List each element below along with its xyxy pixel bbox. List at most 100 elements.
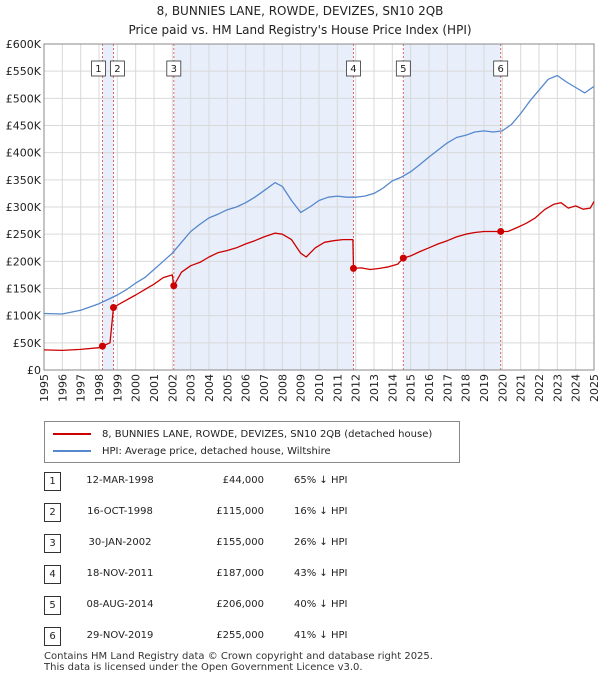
sale-point bbox=[497, 227, 505, 235]
x-tick-label: 2001 bbox=[148, 374, 161, 402]
sales-row: 2 16-OCT-1998 £115,000 16% ↓ HPI bbox=[44, 503, 444, 522]
x-tick-label: 2002 bbox=[166, 374, 179, 402]
price-chart: £0 £50K £100K £150K £200K £250K £300K £350K £400… bbox=[6, 38, 600, 402]
legend-swatch-property bbox=[53, 433, 91, 435]
chart-legend: 8, BUNNIES LANE, ROWDE, DEVIZES, SN10 2Q… bbox=[44, 421, 460, 463]
x-tick-label: 2000 bbox=[130, 374, 143, 402]
x-tick-label: 1999 bbox=[111, 374, 124, 402]
sale-label-number: 3 bbox=[171, 64, 177, 75]
x-tick-label: 2019 bbox=[478, 374, 491, 402]
chart-title-line-2: Price paid vs. HM Land Registry's House … bbox=[128, 23, 472, 37]
y-tick-label: £150K bbox=[6, 283, 42, 296]
sale-label-number: 5 bbox=[400, 64, 406, 75]
sale-label-number: 2 bbox=[114, 64, 120, 75]
legend-item-hpi: HPI: Average price, detached house, Wilt… bbox=[53, 443, 331, 459]
y-tick-label: £550K bbox=[6, 65, 42, 78]
sale-date: 29-NOV-2019 bbox=[86, 630, 154, 641]
x-tick-label: 2017 bbox=[441, 374, 454, 402]
x-tick-label: 2003 bbox=[185, 374, 198, 402]
sale-point bbox=[170, 282, 178, 290]
x-tick-label: 2014 bbox=[386, 374, 399, 402]
sale-date: 18-NOV-2011 bbox=[86, 568, 154, 579]
sales-row: 6 29-NOV-2019 £255,000 41% ↓ HPI bbox=[44, 627, 444, 646]
sale-number: 2 bbox=[44, 503, 61, 522]
x-tick-label: 2024 bbox=[570, 374, 583, 402]
sale-number: 4 bbox=[44, 565, 61, 584]
y-tick-label: £350K bbox=[6, 174, 42, 187]
sales-row: 1 12-MAR-1998 £44,000 65% ↓ HPI bbox=[44, 472, 444, 491]
x-tick-label: 2012 bbox=[350, 374, 363, 402]
sale-date: 16-OCT-1998 bbox=[87, 506, 153, 517]
sale-number: 3 bbox=[44, 534, 61, 553]
x-tick-label: 2023 bbox=[551, 374, 564, 402]
x-tick-label: 1995 bbox=[38, 374, 51, 402]
sale-label-number: 1 bbox=[95, 64, 101, 75]
sale-date: 08-AUG-2014 bbox=[86, 599, 154, 610]
sale-price: £255,000 bbox=[216, 630, 264, 641]
y-tick-label: £500K bbox=[6, 92, 42, 105]
chart-title: 8, BUNNIES LANE, ROWDE, DEVIZES, SN10 2Q… bbox=[0, 2, 600, 40]
sale-number: 6 bbox=[44, 627, 61, 646]
x-tick-label: 1997 bbox=[75, 374, 88, 402]
sale-label-box bbox=[110, 60, 125, 77]
legend-swatch-hpi bbox=[53, 450, 91, 452]
x-tick-label: 1998 bbox=[93, 374, 106, 402]
y-tick-label: £200K bbox=[6, 255, 42, 268]
x-tick-label: 2008 bbox=[276, 374, 289, 402]
x-tick-label: 2004 bbox=[203, 374, 216, 402]
y-tick-label: £450K bbox=[6, 120, 42, 133]
sales-row: 3 30-JAN-2002 £155,000 26% ↓ HPI bbox=[44, 534, 444, 553]
footer-copyright: Contains HM Land Registry data © Crown c… bbox=[44, 651, 433, 662]
plot-frame bbox=[43, 43, 595, 371]
sale-hpi-diff: 40% ↓ HPI bbox=[294, 599, 348, 610]
x-tick-label: 2022 bbox=[533, 374, 546, 402]
sale-hpi-diff: 26% ↓ HPI bbox=[294, 537, 348, 548]
chart-title-line-1: 8, BUNNIES LANE, ROWDE, DEVIZES, SN10 2Q… bbox=[156, 4, 444, 18]
y-tick-label: £50K bbox=[13, 337, 42, 350]
sale-number: 5 bbox=[44, 596, 61, 615]
x-tick-label: 2025 bbox=[588, 374, 600, 402]
x-tick-label: 2007 bbox=[258, 374, 271, 402]
x-tick-label: 2021 bbox=[515, 374, 528, 402]
sale-point bbox=[399, 254, 407, 262]
sales-row: 5 08-AUG-2014 £206,000 40% ↓ HPI bbox=[44, 596, 444, 615]
y-tick-label: £250K bbox=[6, 228, 42, 241]
y-tick-label: £0 bbox=[27, 364, 41, 377]
sale-hpi-diff: 43% ↓ HPI bbox=[294, 568, 348, 579]
x-tick-label: 2015 bbox=[405, 374, 418, 402]
sale-hpi-diff: 41% ↓ HPI bbox=[294, 630, 348, 641]
sale-price: £187,000 bbox=[216, 568, 264, 579]
sale-point bbox=[109, 304, 117, 312]
sale-label-number: 4 bbox=[350, 64, 356, 75]
sale-date: 12-MAR-1998 bbox=[86, 475, 154, 486]
legend-label-property: 8, BUNNIES LANE, ROWDE, DEVIZES, SN10 2Q… bbox=[102, 428, 433, 440]
y-tick-label: £600K bbox=[6, 38, 42, 51]
sale-price: £155,000 bbox=[216, 537, 264, 548]
sale-price: £115,000 bbox=[216, 506, 264, 517]
x-tick-label: 2010 bbox=[313, 374, 326, 402]
x-tick-label: 2013 bbox=[368, 374, 381, 402]
sale-label-box bbox=[493, 60, 509, 77]
y-tick-label: £400K bbox=[6, 147, 42, 160]
x-tick-label: 2020 bbox=[496, 374, 509, 402]
sale-price: £206,000 bbox=[216, 599, 264, 610]
sale-hpi-diff: 16% ↓ HPI bbox=[294, 506, 348, 517]
sale-point bbox=[98, 342, 106, 350]
sale-label-box bbox=[395, 60, 411, 77]
y-tick-label: £100K bbox=[6, 310, 42, 323]
sale-price: £44,000 bbox=[222, 475, 264, 486]
x-tick-label: 2018 bbox=[460, 374, 473, 402]
sale-label-box bbox=[166, 60, 182, 77]
y-tick-label: £300K bbox=[6, 201, 42, 214]
sale-hpi-diff: 65% ↓ HPI bbox=[294, 475, 348, 486]
footer: Contains HM Land Registry data © Crown c… bbox=[44, 651, 433, 673]
x-tick-label: 2006 bbox=[240, 374, 253, 402]
legend-item-property: 8, BUNNIES LANE, ROWDE, DEVIZES, SN10 2Q… bbox=[53, 426, 432, 442]
property-price-line bbox=[43, 201, 595, 352]
x-tick-label: 1996 bbox=[56, 374, 69, 402]
sale-label-box bbox=[91, 60, 106, 77]
sale-label-number: 6 bbox=[497, 64, 503, 75]
sales-row: 4 18-NOV-2011 £187,000 43% ↓ HPI bbox=[44, 565, 444, 584]
sale-number: 1 bbox=[44, 472, 61, 491]
x-tick-label: 2011 bbox=[331, 374, 344, 402]
